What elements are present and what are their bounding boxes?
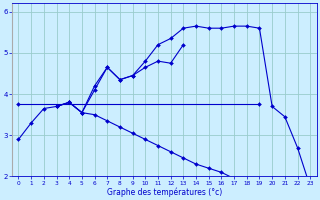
X-axis label: Graphe des températures (°c): Graphe des températures (°c) — [107, 187, 222, 197]
